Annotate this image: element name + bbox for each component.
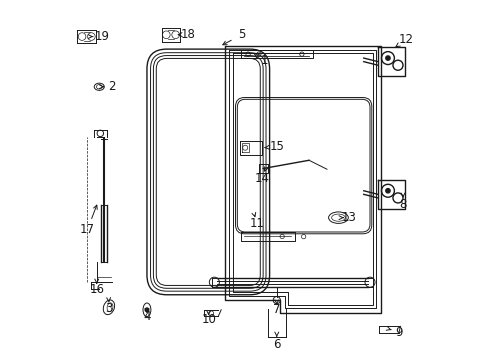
- Text: 1: 1: [260, 54, 267, 67]
- Text: 15: 15: [269, 140, 284, 153]
- Text: 13: 13: [341, 211, 356, 224]
- Text: 2: 2: [108, 80, 115, 93]
- Text: 10: 10: [201, 313, 216, 327]
- Text: 19: 19: [95, 30, 109, 43]
- Text: 5: 5: [238, 28, 245, 41]
- Text: 4: 4: [143, 310, 150, 324]
- Text: 17: 17: [80, 223, 95, 236]
- Circle shape: [385, 189, 389, 193]
- Text: 16: 16: [89, 283, 104, 296]
- Text: 12: 12: [398, 33, 413, 46]
- Text: 11: 11: [249, 217, 264, 230]
- Text: 7: 7: [272, 303, 280, 316]
- Circle shape: [145, 308, 148, 312]
- Circle shape: [385, 56, 389, 60]
- Text: 6: 6: [272, 338, 280, 351]
- Text: 18: 18: [180, 28, 195, 41]
- Text: 3: 3: [105, 302, 113, 315]
- Text: 9: 9: [395, 326, 402, 339]
- Text: 14: 14: [254, 172, 269, 185]
- Text: 8: 8: [399, 198, 406, 211]
